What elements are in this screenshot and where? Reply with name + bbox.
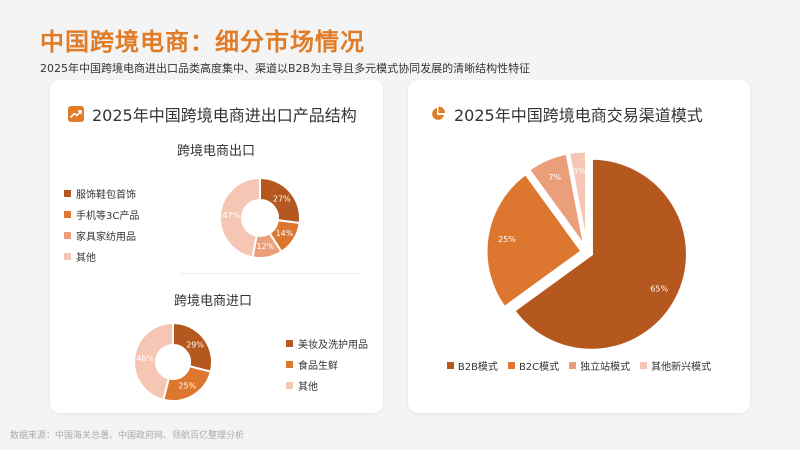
legend-item: 食品生鲜	[286, 357, 368, 372]
legend-swatch	[64, 232, 71, 239]
data-label: 29%	[186, 340, 204, 349]
legend-label: 其他新兴模式	[651, 362, 712, 373]
legend-label: 其他	[76, 253, 96, 264]
channel-mode-card: 2025年中国跨境电商交易渠道模式 65% 25% 7% 3% B2B模式 B2C模式…	[408, 80, 750, 413]
legend-swatch	[446, 362, 454, 369]
legend-label: B2C模式	[518, 362, 560, 373]
pie-chart-icon	[432, 106, 445, 120]
data-label: 12%	[257, 242, 275, 251]
legend-label: 家具家纺用品	[76, 232, 136, 243]
trend-chart-icon	[68, 106, 84, 122]
slice-其他新兴模式	[566, 149, 589, 248]
legend-label: 美妆及洗护用品	[298, 340, 368, 351]
right-card-title: 2025年中国跨境电商交易渠道模式	[454, 106, 703, 125]
channel-pie-chart: 65% 25% 7% 3%	[484, 149, 689, 352]
slice-其他	[219, 176, 261, 259]
left-card-header: 2025年中国跨境电商进出口产品结构	[68, 102, 357, 126]
data-label: 14%	[276, 229, 294, 238]
legend-swatch	[64, 211, 71, 218]
legend-item: 服饰鞋包首饰	[64, 186, 139, 201]
legend-item: 美妆及洗护用品	[286, 336, 368, 351]
import-legend: 美妆及洗护用品 食品生鲜 其他	[286, 336, 368, 399]
legend-item: 其他	[286, 378, 368, 393]
legend-item: B2B模式	[446, 358, 498, 373]
legend-swatch	[569, 362, 577, 369]
slice-B2C模式	[484, 171, 585, 310]
legend-swatch	[64, 190, 71, 197]
import-chart-title: 跨境电商进口	[174, 294, 253, 309]
legend-swatch	[286, 340, 293, 347]
legend-item: 手机等3C产品	[64, 207, 139, 222]
left-card-title: 2025年中国跨境电商进出口产品结构	[92, 106, 357, 125]
slice-独立站模式	[526, 151, 587, 249]
data-label: 47%	[222, 211, 240, 220]
data-source-note: 数据来源：中国海关总署、中国政府网、领航百亿整理分析	[10, 431, 245, 441]
legend-item: 其他新兴模式	[640, 358, 711, 373]
legend-label: B2B模式	[457, 362, 498, 373]
slice-其他	[133, 321, 174, 401]
data-label: 7%	[548, 173, 561, 182]
right-card-header: 2025年中国跨境电商交易渠道模式	[430, 102, 703, 126]
data-label: 27%	[273, 194, 291, 203]
legend-label: 服饰鞋包首饰	[76, 190, 136, 201]
legend-swatch	[286, 361, 293, 368]
legend-item: B2C模式	[507, 358, 560, 373]
legend-swatch	[507, 362, 515, 369]
data-label: 3%	[573, 167, 586, 176]
legend-label: 其他	[298, 382, 318, 393]
page-subtitle: 2025年中国跨境电商进出口品类高度集中、渠道以B2B为主导且多元模式协同发展的…	[40, 62, 531, 75]
page-title: 中国跨境电商：细分市场情况	[40, 28, 365, 56]
legend-label: 食品生鲜	[298, 361, 338, 372]
legend-item: 其他	[64, 249, 139, 264]
slice-B2B模式	[511, 156, 689, 352]
export-donut-chart: 27% 14%12% 47%	[219, 176, 301, 259]
legend-swatch	[640, 362, 648, 369]
channel-legend: B2B模式 B2C模式 独立站模式 其他新兴模式	[408, 358, 750, 373]
export-legend: 服饰鞋包首饰 手机等3C产品 家具家纺用品 其他	[64, 186, 139, 270]
legend-swatch	[64, 253, 71, 260]
legend-item: 家具家纺用品	[64, 228, 139, 243]
data-label: 25%	[178, 382, 196, 391]
data-label: 65%	[650, 284, 668, 293]
legend-item: 独立站模式	[569, 358, 630, 373]
import-donut-chart: 29% 25% 46%	[133, 321, 213, 402]
export-chart-title: 跨境电商出口	[177, 144, 256, 159]
export-import-card: 2025年中国跨境电商进出口产品结构 跨境电商出口 服饰鞋包首饰 手机等3C产品…	[50, 80, 383, 413]
legend-label: 独立站模式	[580, 362, 631, 373]
data-label: 46%	[136, 354, 154, 363]
legend-swatch	[286, 382, 293, 389]
data-label: 25%	[498, 235, 516, 244]
section-divider	[180, 273, 360, 274]
legend-label: 手机等3C产品	[76, 211, 140, 222]
